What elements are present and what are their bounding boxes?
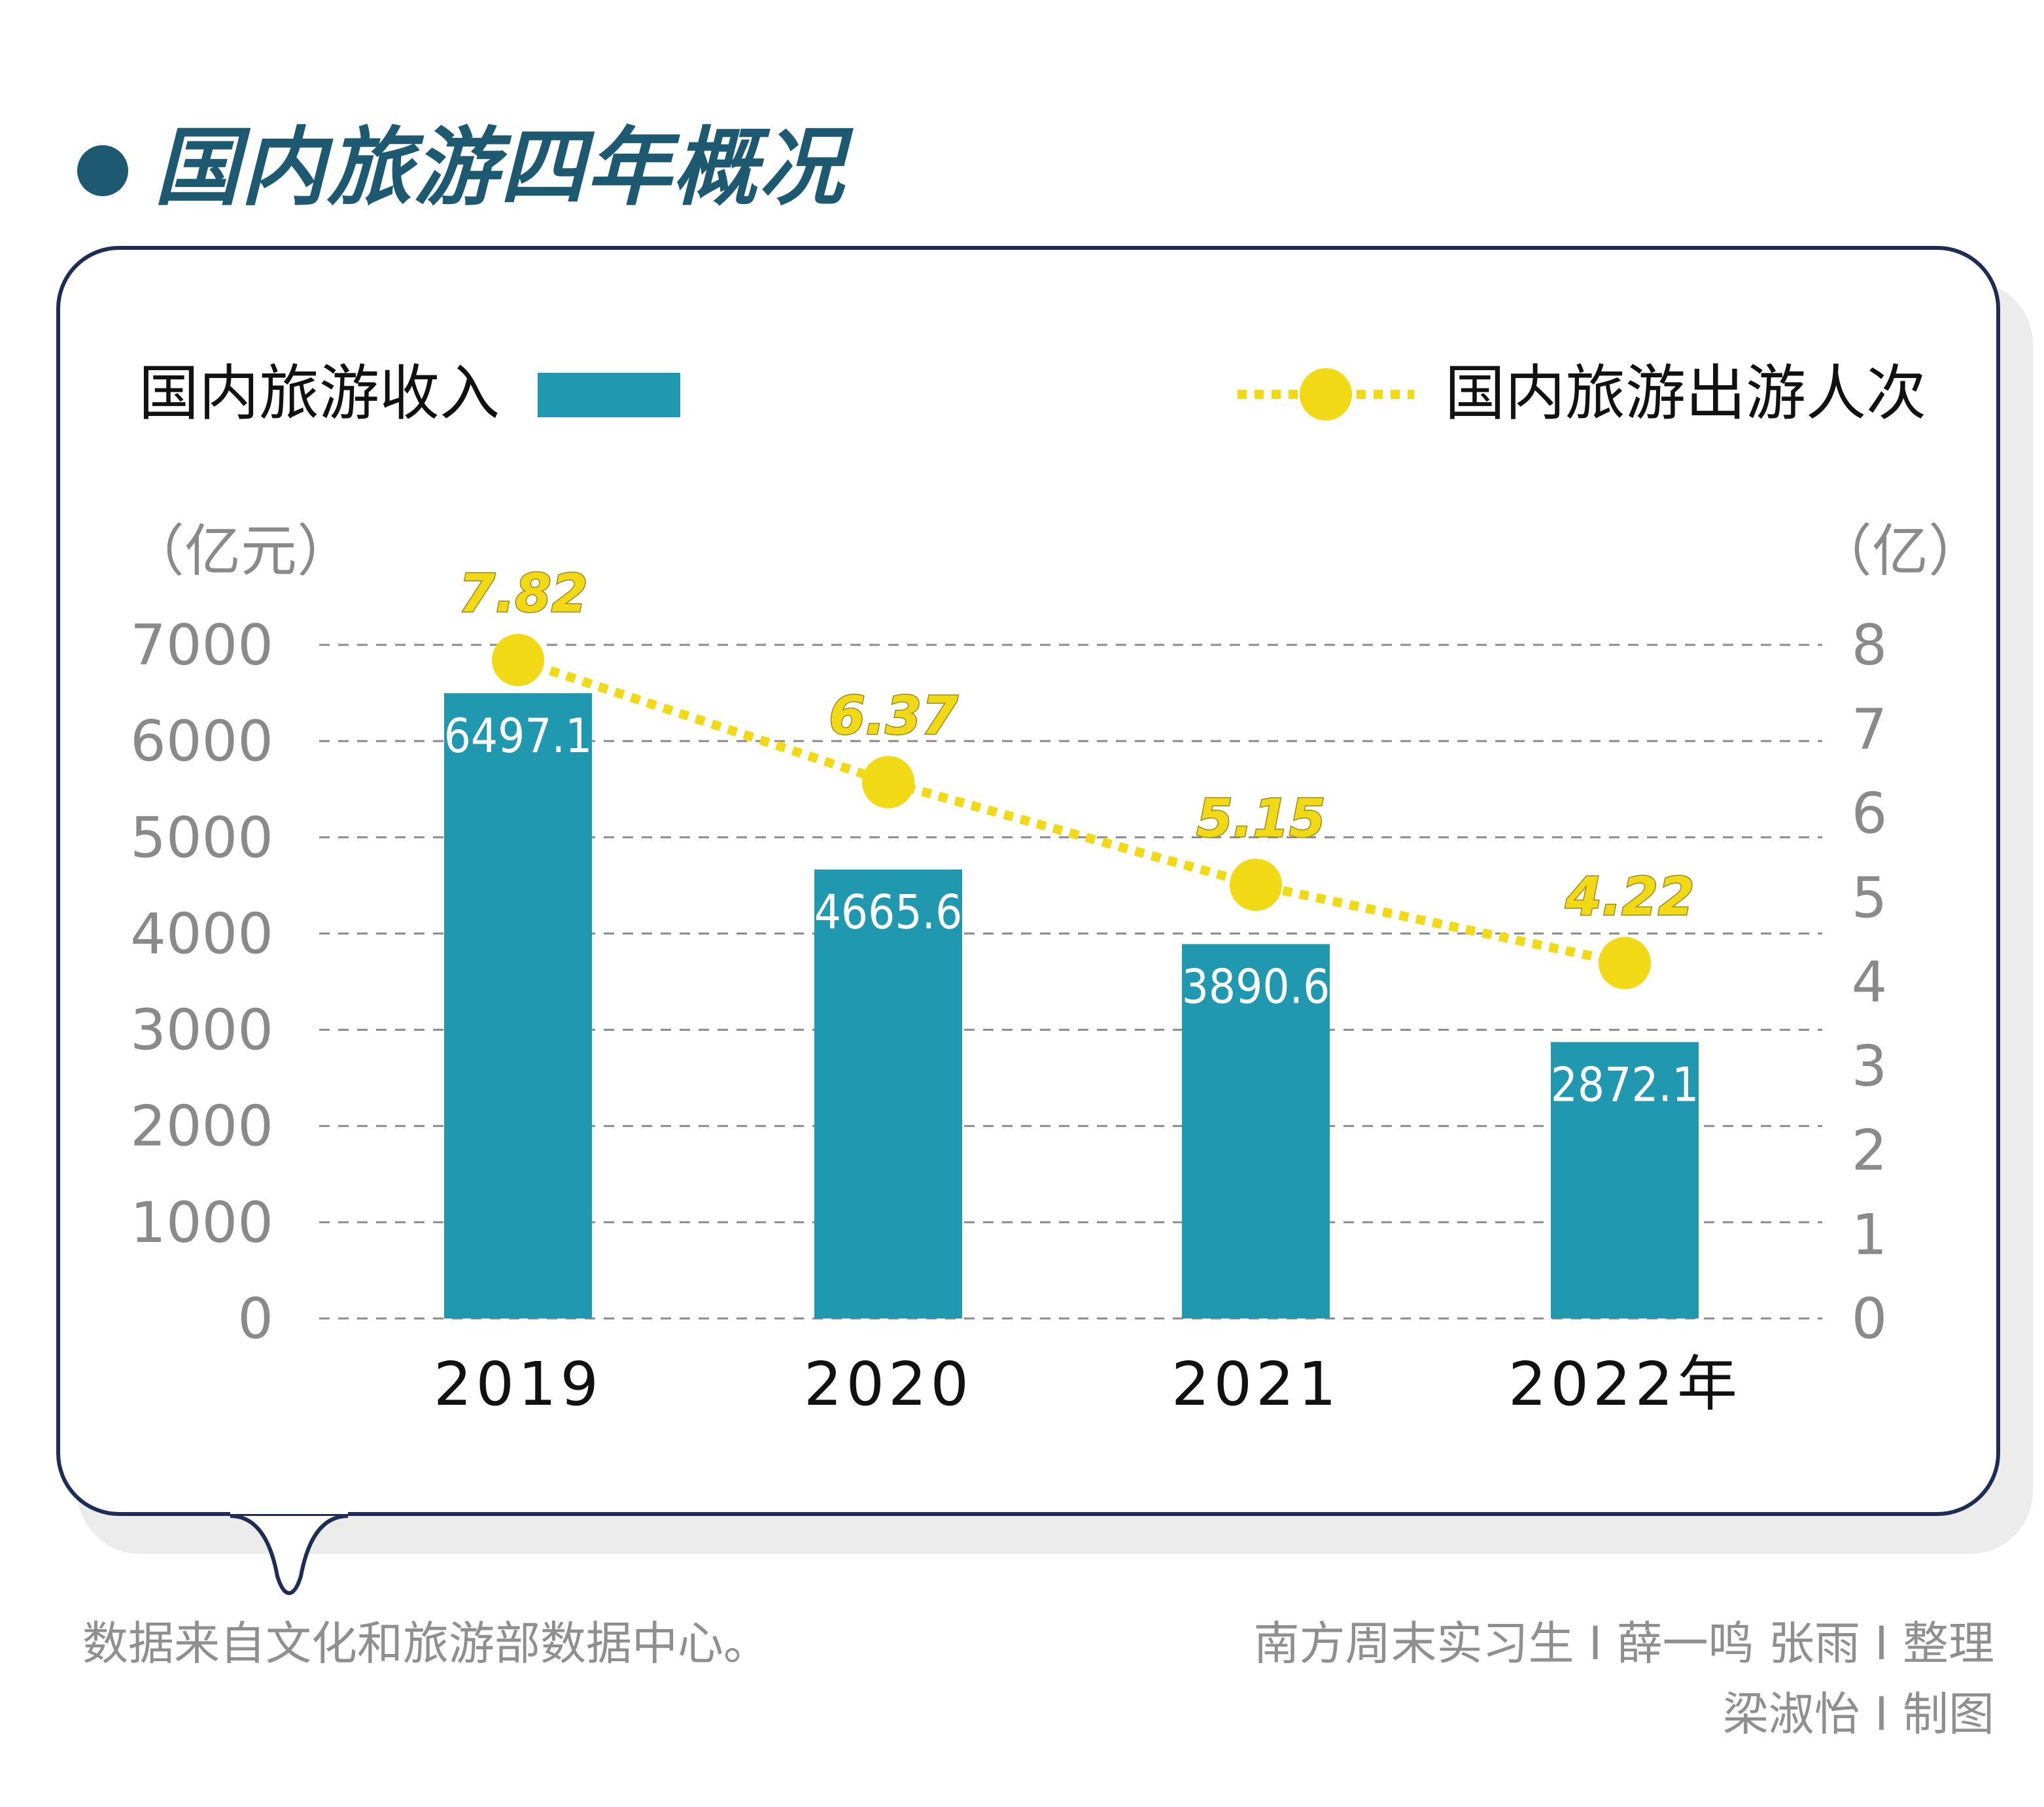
- left-axis-tick: 7000: [130, 613, 273, 678]
- left-axis-unit: （亿元）: [128, 519, 353, 584]
- legend-income-label: 国内旅游收入: [139, 358, 500, 428]
- bar-value-label: 4665.6: [814, 884, 963, 939]
- x-axis-label: 2022年: [1508, 1349, 1741, 1419]
- trips-value-label: 6.37: [829, 685, 958, 746]
- trips-point: [862, 755, 914, 808]
- trips-value-label: 5.15: [1196, 788, 1325, 849]
- right-axis-tick: 1: [1852, 1202, 1888, 1267]
- bar-2019: [444, 693, 592, 1318]
- right-axis-tick: 7: [1852, 697, 1888, 763]
- page-title: 国内旅游四年概况: [154, 118, 846, 217]
- x-axis-label: 2021: [1171, 1349, 1340, 1419]
- credit-line-2: 梁淑怡 I 制图: [1722, 1687, 1994, 1741]
- right-axis-unit: （亿）: [1816, 519, 1984, 584]
- right-axis-tick: 6: [1852, 782, 1888, 847]
- left-axis-tick: 6000: [130, 709, 273, 774]
- legend-trips-label: 国内旅游出游人次: [1444, 358, 1926, 428]
- bar-2021: [1182, 944, 1330, 1318]
- left-axis-tick: 5000: [130, 805, 273, 870]
- credit-line-1: 南方周末实习生 I 薛一鸣 张雨 I 整理: [1253, 1617, 1994, 1670]
- left-axis-tick: 3000: [130, 998, 273, 1063]
- trips-point: [1230, 858, 1282, 911]
- right-axis-tick: 3: [1852, 1034, 1888, 1099]
- card-pointer: [230, 1504, 348, 1596]
- legend-income-swatch: [538, 373, 680, 417]
- right-axis-tick: 4: [1852, 950, 1888, 1015]
- right-axis-tick: 5: [1852, 865, 1888, 931]
- x-axis-label: 2020: [804, 1349, 973, 1419]
- left-axis-tick: 1000: [130, 1190, 273, 1256]
- left-axis-tick: 0: [237, 1286, 273, 1352]
- trips-value-label: 4.22: [1565, 867, 1694, 927]
- right-axis-tick: 0: [1852, 1286, 1888, 1352]
- left-axis-tick: 4000: [130, 901, 273, 967]
- legend-trips-marker: [1238, 368, 1414, 421]
- trips-point: [492, 634, 544, 687]
- title-bullet: [77, 145, 128, 196]
- bar-value-label: 3890.6: [1182, 959, 1330, 1014]
- source-note: 数据来自文化和旅游部数据中心。: [82, 1617, 769, 1670]
- left-axis-tick: 2000: [130, 1094, 273, 1160]
- bar-value-label: 6497.1: [444, 708, 593, 763]
- trips-value-label: 7.82: [459, 563, 587, 624]
- bar-2022年: [1551, 1042, 1699, 1318]
- x-axis-label: 2019: [434, 1349, 602, 1419]
- bar-2020: [814, 869, 962, 1318]
- bar-value-label: 2872.1: [1551, 1057, 1699, 1112]
- right-axis-tick: 8: [1852, 613, 1888, 678]
- trips-line: [516, 655, 1626, 968]
- right-axis-tick: 2: [1852, 1118, 1888, 1184]
- trips-point: [1599, 937, 1651, 990]
